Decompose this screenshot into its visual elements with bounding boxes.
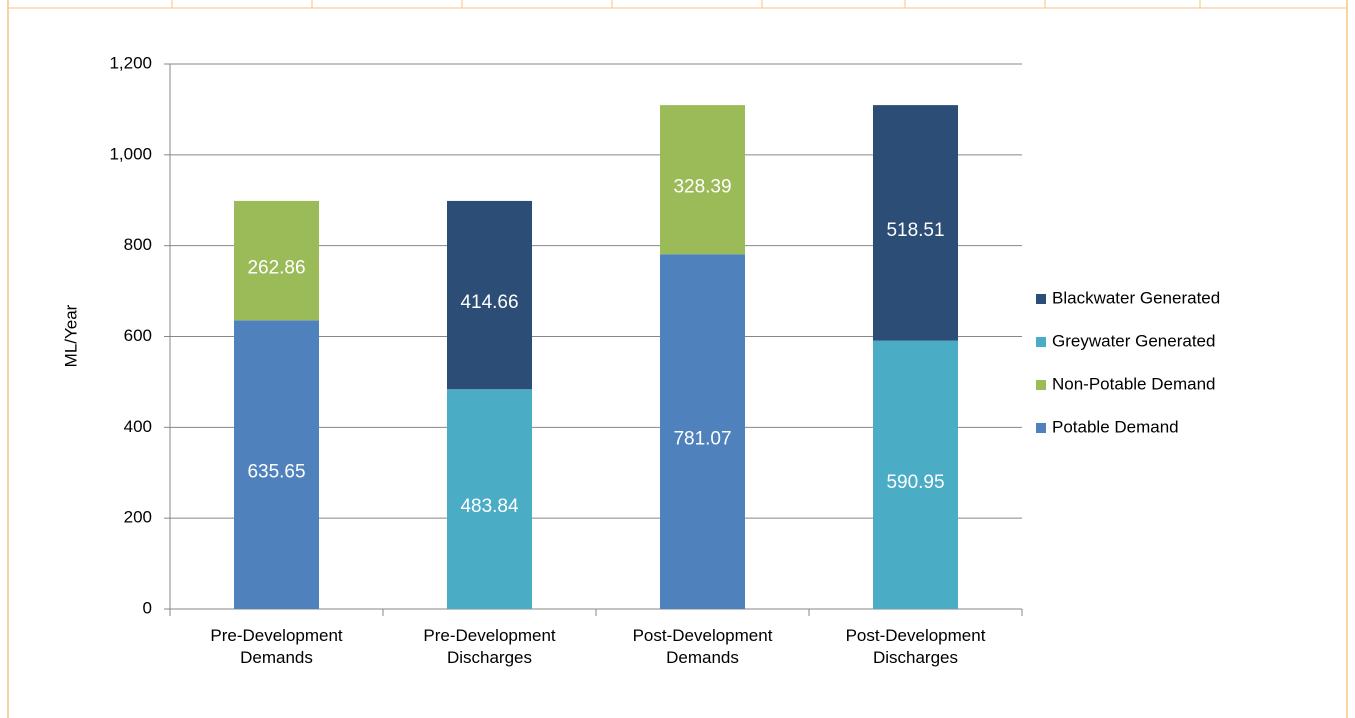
y-axis-label: ML/Year xyxy=(61,304,80,367)
y-tick-label: 1,000 xyxy=(109,144,152,163)
data-label: 328.39 xyxy=(673,177,731,198)
data-label: 483.84 xyxy=(460,496,519,517)
x-tick-label: Pre-Development Discharges xyxy=(423,626,556,667)
bar-segment xyxy=(873,340,958,609)
y-tick-label: 0 xyxy=(143,598,152,617)
y-tick-label: 1,200 xyxy=(109,53,152,72)
table-row-fragment xyxy=(8,0,1347,9)
y-tick-label: 200 xyxy=(124,508,152,527)
bar-segment xyxy=(234,200,319,321)
x-tick-label: Post-Development Discharges xyxy=(845,626,986,667)
legend-swatch xyxy=(1036,337,1046,347)
y-tick-label: 600 xyxy=(124,326,152,345)
bar-segment xyxy=(447,389,532,609)
legend-swatch xyxy=(1036,380,1046,390)
bar-segment xyxy=(447,200,532,390)
x-tick-label: Pre-Development Demands xyxy=(210,626,343,667)
legend-label: Blackwater Generated xyxy=(1052,288,1220,307)
legend-swatch xyxy=(1036,294,1046,304)
bar-segment xyxy=(660,254,745,609)
data-label: 262.86 xyxy=(247,258,305,279)
bar-segment xyxy=(660,105,745,255)
bar-segment xyxy=(873,105,958,341)
y-tick-label: 800 xyxy=(124,235,152,254)
frame xyxy=(7,0,1348,718)
data-label: 635.65 xyxy=(247,462,305,483)
data-label: 781.07 xyxy=(673,429,731,450)
data-label: 590.95 xyxy=(886,472,944,493)
y-tick-label: 400 xyxy=(124,417,152,436)
legend-label: Non-Potable Demand xyxy=(1052,374,1215,393)
data-label: 414.66 xyxy=(460,292,518,313)
bar-segment xyxy=(234,320,319,609)
legend-label: Potable Demand xyxy=(1052,417,1179,436)
data-label: 518.51 xyxy=(886,220,944,241)
legend-label: Greywater Generated xyxy=(1052,331,1215,350)
legend-swatch xyxy=(1036,423,1046,433)
x-tick-label: Post-Development Demands xyxy=(632,626,773,667)
